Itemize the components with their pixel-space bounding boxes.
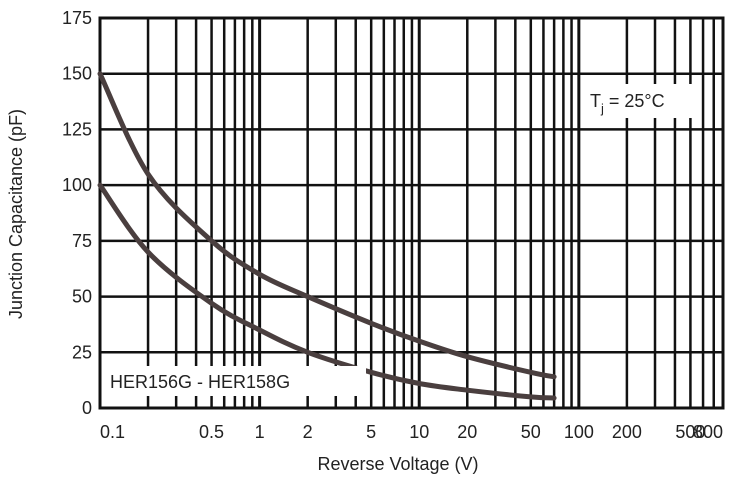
y-tick-label: 125 <box>62 119 92 139</box>
x-tick-label: 200 <box>612 422 642 442</box>
temperature-symbol: T <box>590 91 601 111</box>
y-tick-labels: 0 25 50 75 100 125 150 175 <box>62 8 92 418</box>
x-tick-label: 500 <box>675 422 705 442</box>
temperature-annotation-bg <box>582 84 700 118</box>
x-tick-label: 5 <box>366 422 376 442</box>
series-label-annotation: HER156G - HER158G <box>104 366 366 396</box>
x-tick-label: 0.5 <box>199 422 224 442</box>
series-line-2 <box>97 182 557 401</box>
x-tick-label: 100 <box>564 422 594 442</box>
x-tick-label: 0.1 <box>100 422 125 442</box>
y-tick-label: 75 <box>72 231 92 251</box>
series-line-1 <box>97 71 557 380</box>
temperature-annotation: Tj = 25°C <box>582 84 700 118</box>
temperature-subscript: j <box>600 101 604 116</box>
temperature-value: = 25°C <box>604 91 665 111</box>
y-tick-label: 50 <box>72 287 92 307</box>
x-axis-title: Reverse Voltage (V) <box>317 454 478 474</box>
x-tick-label: 10 <box>409 422 429 442</box>
grid <box>98 16 725 410</box>
y-axis-title: Junction Capacitance (pF) <box>6 109 26 319</box>
x-tick-label: 1 <box>255 422 265 442</box>
curves <box>97 71 557 401</box>
plot-frame <box>98 16 725 410</box>
x-tick-label: 2 <box>303 422 313 442</box>
y-tick-label: 100 <box>62 175 92 195</box>
x-tick-label: 20 <box>457 422 477 442</box>
x-tick-label: 800 <box>693 422 723 442</box>
y-tick-label: 0 <box>82 398 92 418</box>
x-tick-label: 50 <box>521 422 541 442</box>
series-label-bg <box>104 366 366 396</box>
y-tick-label: 25 <box>72 342 92 362</box>
y-tick-label: 150 <box>62 64 92 84</box>
y-tick-label: 175 <box>62 8 92 28</box>
temperature-annotation-text: Tj = 25°C <box>590 91 665 116</box>
series-label-text: HER156G - HER158G <box>110 372 290 392</box>
